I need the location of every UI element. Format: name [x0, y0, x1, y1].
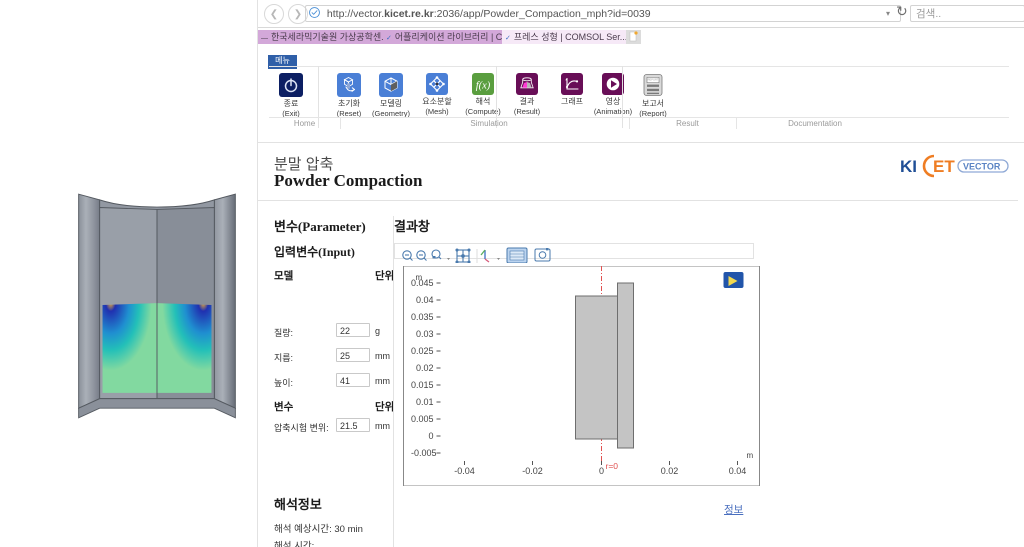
svg-text:0.01: 0.01 — [416, 397, 434, 407]
svg-text:m: m — [416, 273, 423, 282]
svg-text:0.04: 0.04 — [416, 295, 434, 305]
svg-text:VECTOR: VECTOR — [963, 162, 1001, 172]
svg-text:0.04: 0.04 — [729, 466, 747, 476]
svg-text:KI: KI — [900, 157, 917, 176]
svg-text:r=0: r=0 — [606, 461, 619, 471]
svg-text:0.02: 0.02 — [661, 466, 679, 476]
svg-text:0.035: 0.035 — [411, 312, 434, 322]
svg-text:m: m — [747, 451, 754, 460]
svg-text:f(x): f(x) — [476, 81, 491, 92]
svg-text:0.02: 0.02 — [416, 363, 434, 373]
svg-text:-0.02: -0.02 — [522, 466, 543, 476]
svg-text:0.005: 0.005 — [411, 414, 434, 424]
svg-text:0.03: 0.03 — [416, 329, 434, 339]
svg-text:-0.005: -0.005 — [411, 448, 437, 458]
svg-text:-0.04: -0.04 — [454, 466, 475, 476]
svg-text:0.015: 0.015 — [411, 380, 434, 390]
svg-text:ET: ET — [933, 157, 955, 176]
svg-text:0: 0 — [428, 431, 433, 441]
svg-text:0: 0 — [599, 466, 604, 476]
svg-text:REPORT: REPORT — [648, 78, 659, 82]
svg-text:0.045: 0.045 — [411, 278, 434, 288]
svg-text:0.025: 0.025 — [411, 346, 434, 356]
